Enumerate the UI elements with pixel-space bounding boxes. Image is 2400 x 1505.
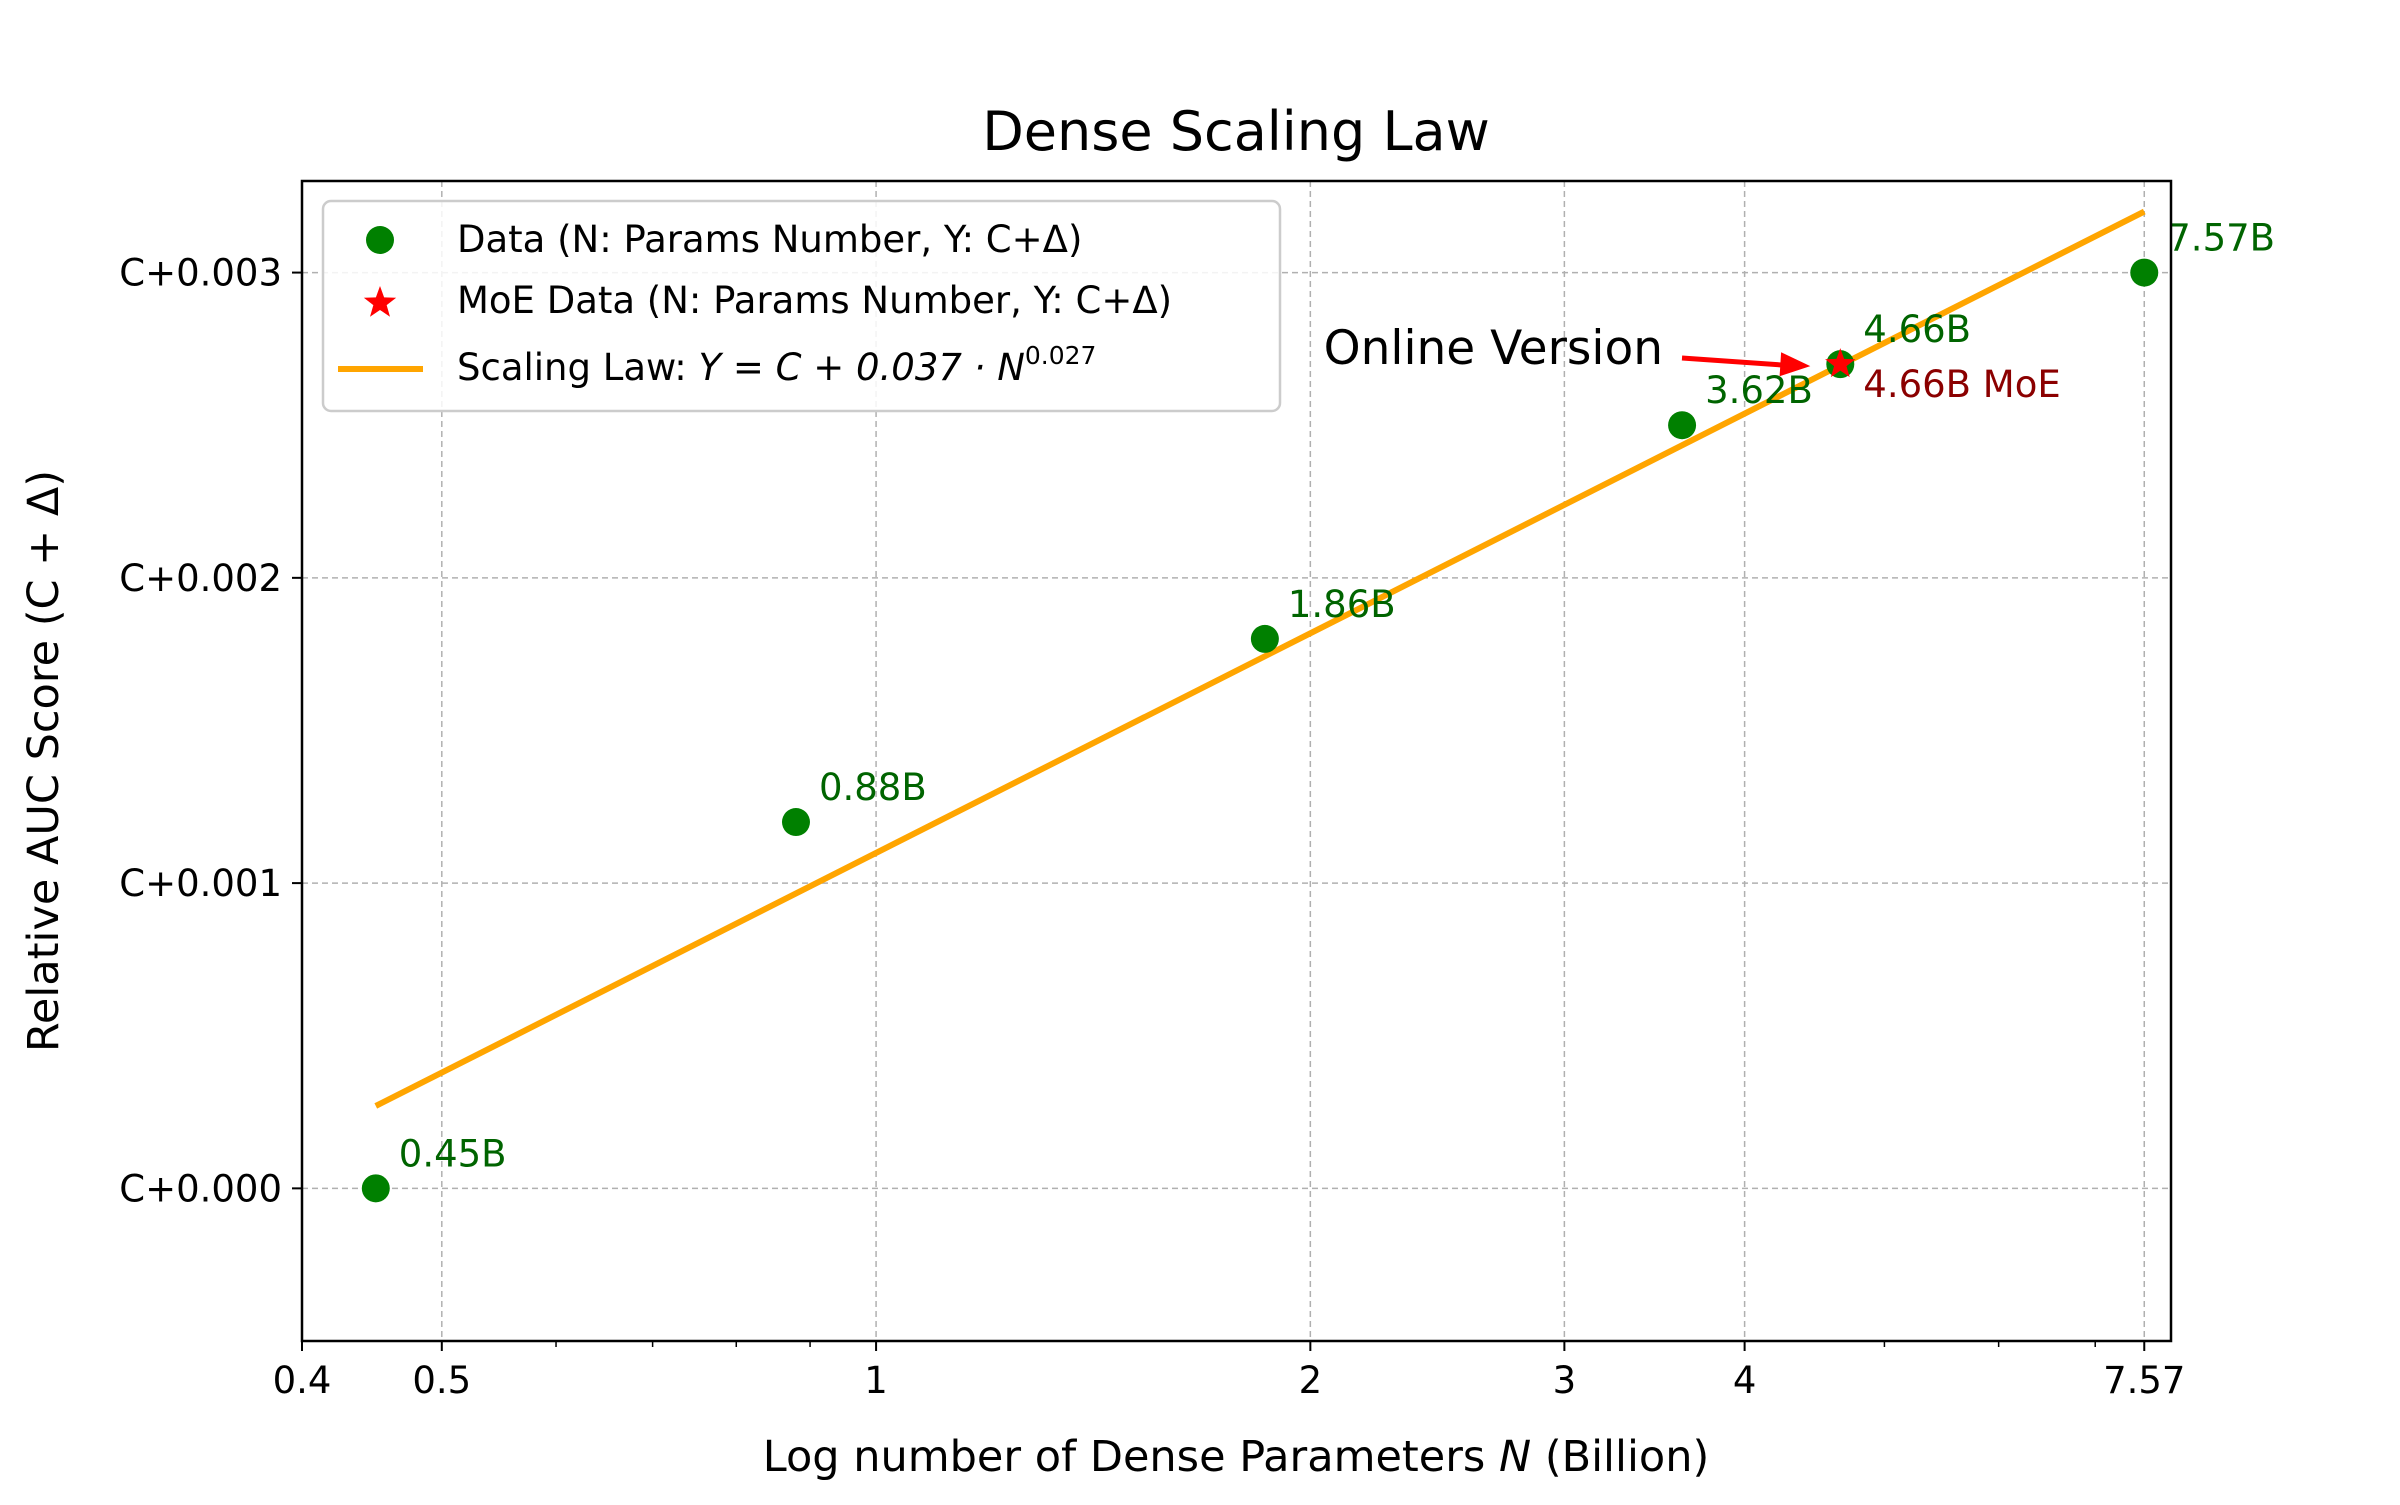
legend-moe-label: MoE Data (N: Params Number, Y: C+Δ)	[457, 279, 1172, 322]
x-tick-label: 4	[1733, 1359, 1757, 1402]
chart-title: Dense Scaling Law	[982, 100, 1490, 163]
legend-scaling-label: Scaling Law: Y = C + 0.037 · N0.027	[457, 341, 1096, 389]
point-labels-layer: 0.45B 0.88B 1.86B 3.62B 4.66B 7.57B 4.66B MoE	[399, 217, 2275, 1176]
plot-frame	[300, 179, 2173, 1343]
legend-scaling-prefix: Scaling Law:	[457, 346, 699, 389]
y-tick-label: C+0.002	[119, 557, 282, 600]
annotation-arrow-shaft	[1681, 355, 1799, 369]
y-axis-label: Relative AUC Score (C + Δ)	[19, 470, 69, 1052]
y-tick-label: C+0.000	[119, 1167, 282, 1210]
moe-point-label: 4.66B MoE	[1863, 363, 2060, 406]
data-point	[1668, 411, 1697, 440]
legend-scaling-exponent: 0.027	[1025, 341, 1097, 370]
data-point	[781, 808, 810, 837]
legend-box	[321, 199, 1282, 413]
data-point-label: 7.57B	[2167, 217, 2275, 260]
x-tick-label: 1	[864, 1359, 888, 1402]
y-tick-label: C+0.001	[119, 862, 282, 905]
data-point-label: 4.66B	[1863, 308, 1971, 351]
moe-point	[1825, 348, 1856, 378]
data-point	[2130, 258, 2159, 287]
x-tick-label: 0.4	[273, 1359, 332, 1402]
x-tick-label: 0.5	[412, 1359, 471, 1402]
data-point-label: 0.45B	[399, 1132, 507, 1175]
x-axis-label-variable: N	[1499, 1432, 1531, 1482]
annotation-layer: Online Version	[1324, 321, 1811, 377]
x-tick-label: 7.57	[2103, 1359, 2185, 1402]
annotation-arrow-head	[1779, 352, 1811, 377]
data-point-label: 1.86B	[1288, 583, 1396, 626]
points-layer	[361, 258, 2159, 1203]
data-point	[1250, 624, 1279, 653]
data-point	[361, 1174, 390, 1203]
annotation-label: Online Version	[1324, 321, 1663, 376]
legend-scaling-formula: Y = C + 0.037 · N	[699, 346, 1025, 389]
legend: Data (N: Params Number, Y: C+Δ) MoE Data…	[321, 199, 1282, 413]
x-axis-label: Log number of Dense Parameters N (Billio…	[763, 1432, 1709, 1482]
x-tick-label: 3	[1553, 1359, 1577, 1402]
data-point-label: 3.62B	[1705, 369, 1813, 412]
legend-data-label: Data (N: Params Number, Y: C+Δ)	[457, 218, 1082, 261]
x-axis-label-suffix: (Billion)	[1531, 1432, 1709, 1482]
y-tick-label: C+0.003	[119, 252, 282, 295]
axes: 0.4 0.5 1 2 3 4 7.57 C+0.000 C+0.001 C+0.002 C+0.0…	[119, 252, 2185, 1402]
x-axis-label-prefix: Log number of Dense Parameters	[763, 1432, 1499, 1482]
legend-moe-marker	[363, 286, 397, 317]
legend-data-marker	[366, 226, 394, 254]
x-tick-label: 2	[1299, 1359, 1323, 1402]
data-point-label: 0.88B	[819, 766, 927, 809]
